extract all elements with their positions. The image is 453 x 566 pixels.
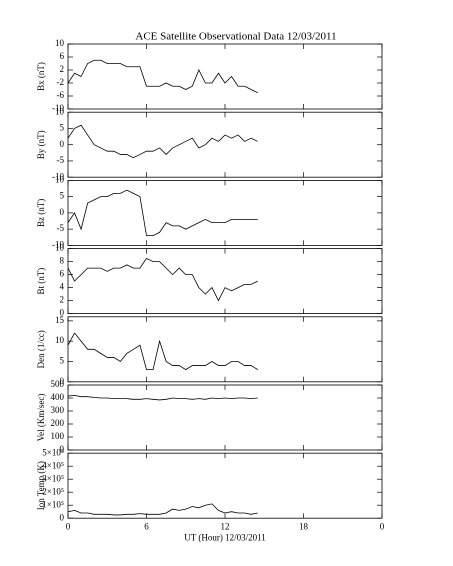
y-tick-label: 500: [51, 379, 65, 389]
y-axis-label: Bz (nT): [36, 199, 46, 227]
panel-frame: [67, 316, 383, 383]
panel-frame: [67, 248, 383, 315]
data-line: [67, 124, 258, 159]
y-tick-label: 15: [55, 315, 65, 325]
y-tick-label: 8: [60, 256, 65, 266]
y-tick-label: 0: [60, 308, 65, 318]
y-tick-label: 10: [55, 335, 65, 345]
y-axis-label: By (nT): [36, 130, 46, 159]
x-tick-label: 12: [221, 521, 230, 531]
y-tick-label: 0: [60, 444, 65, 454]
data-line: [67, 257, 258, 302]
y-tick-label: 0: [60, 512, 65, 522]
y-tick-label: 0: [60, 139, 65, 149]
y-tick-label: -2: [57, 77, 65, 87]
y-axis-label: Vel (Km/sec): [36, 394, 46, 442]
y-axis-label: Den (1/cc): [36, 330, 46, 368]
y-tick-label: -6: [57, 90, 65, 100]
data-line: [67, 503, 258, 516]
y-tick-label: 3×10⁵: [42, 473, 64, 483]
y-tick-label: 200: [51, 418, 65, 428]
y-tick-label: -10: [52, 171, 64, 181]
y-tick-label: -5: [57, 223, 65, 233]
y-tick-label: 4: [60, 282, 65, 292]
data-line: [67, 189, 258, 237]
panel-frame: [67, 452, 383, 519]
x-tick-label: 18: [299, 521, 309, 531]
data-line: [67, 59, 258, 94]
y-tick-label: -5: [57, 155, 65, 165]
y-tick-label: 6: [60, 269, 65, 279]
y-tick-label: 2: [60, 64, 65, 74]
y-tick-label: 5: [60, 356, 65, 366]
chart-title: ACE Satellite Observational Data 12/03/2…: [135, 31, 336, 43]
y-tick-label: 4×10⁵: [42, 460, 64, 470]
y-tick-label: 2: [60, 295, 65, 305]
y-axis-label: Bt (nT): [36, 268, 46, 295]
x-tick-label: 6: [144, 521, 149, 531]
x-tick-label: 0: [380, 521, 385, 531]
y-tick-label: 1×10⁵: [42, 499, 64, 509]
y-axis-label: Bx (nT): [36, 62, 46, 91]
x-tick-label: 0: [66, 521, 71, 531]
y-tick-label: 10: [55, 38, 65, 48]
panel-frame: [67, 111, 383, 178]
y-tick-label: 300: [51, 405, 65, 415]
x-axis-label: UT (Hour) 12/03/2011: [184, 532, 266, 542]
y-tick-label: 6: [60, 51, 65, 61]
y-tick-label: 2×10⁵: [42, 486, 64, 496]
y-tick-label: -10: [52, 239, 64, 249]
y-tick-label: 10: [55, 243, 65, 253]
panel-frame: [67, 384, 383, 451]
data-line: [67, 394, 258, 401]
y-tick-label: -10: [52, 103, 64, 113]
y-tick-label: 10: [55, 174, 65, 184]
y-tick-label: 10: [55, 106, 65, 116]
y-axis-label: Ion Temp (K): [36, 461, 46, 510]
y-tick-label: 5: [60, 123, 65, 133]
y-tick-label: 5: [60, 191, 65, 201]
panel-frame: [67, 179, 383, 246]
y-tick-label: 0: [60, 376, 65, 386]
y-tick-label: 5×10⁵: [42, 447, 64, 457]
y-tick-label: 0: [60, 207, 65, 217]
y-tick-label: 400: [51, 392, 65, 402]
data-line: [67, 332, 258, 371]
y-tick-label: 100: [51, 431, 65, 441]
panel-frame: [67, 43, 383, 110]
